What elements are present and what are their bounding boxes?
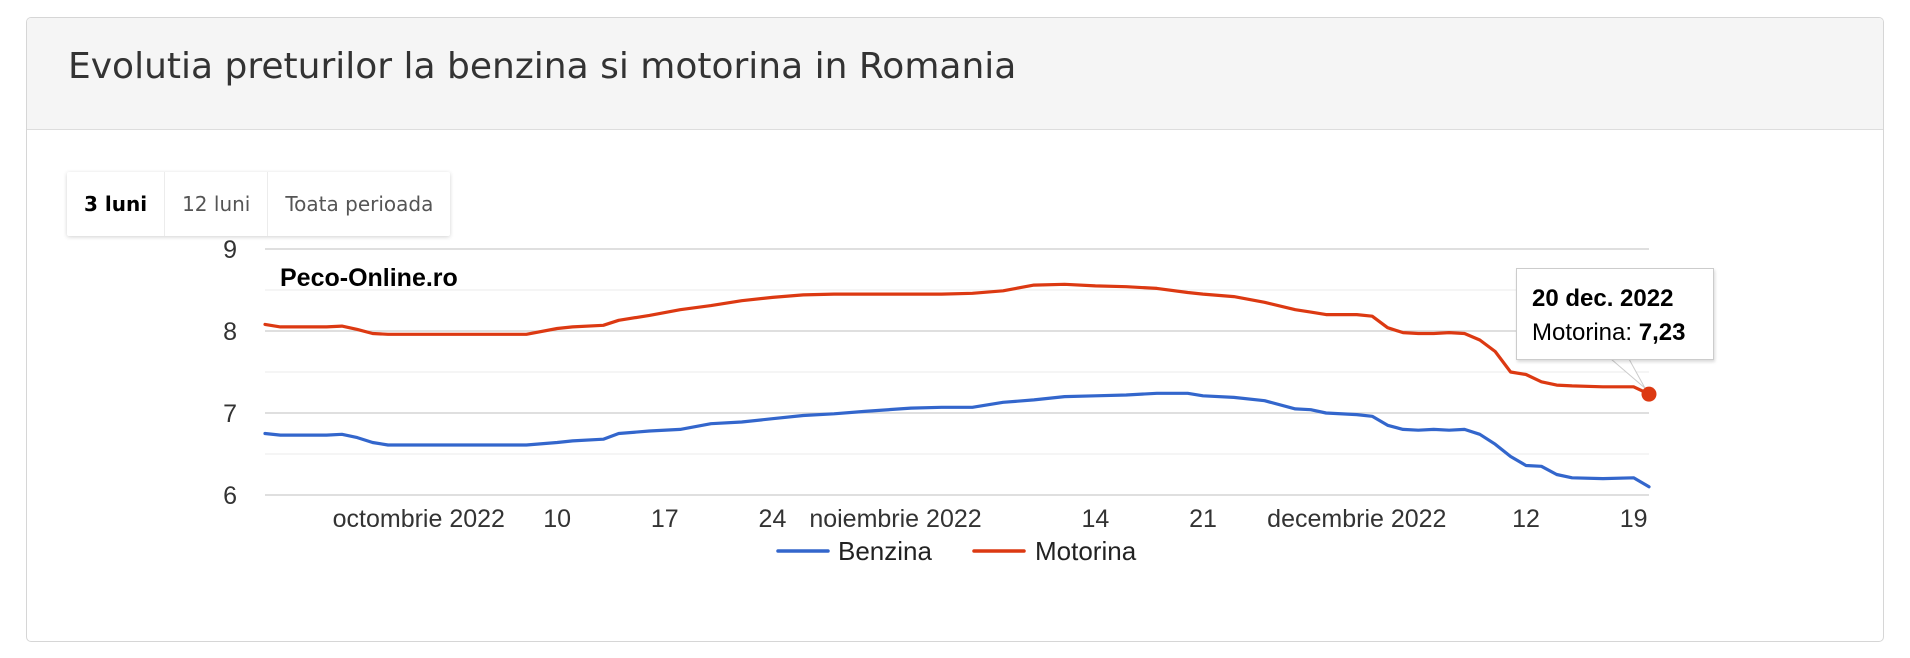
legend-label-motorina[interactable]: Motorina [1035,536,1137,566]
y-tick-label: 7 [223,400,237,428]
series-line-benzina [263,391,1651,489]
tooltip-pointer [1609,358,1646,389]
range-all-period-button[interactable]: Toata perioada [285,192,434,216]
y-tick-label: 8 [223,318,237,346]
series-line-motorina [263,282,1651,396]
x-tick-label: noiembrie 2022 [809,505,981,533]
tooltip-line: Motorina: 7,23 [1532,316,1713,350]
range-selector: 3 luni 12 luni Toata perioada [67,172,451,236]
x-tick-label: 19 [1620,505,1648,533]
range-12-months-button[interactable]: 12 luni [165,172,269,236]
x-tick-label: 17 [651,505,679,533]
x-tick-label: 10 [543,505,571,533]
range-3-months-button[interactable]: 3 luni [67,172,166,236]
tooltip-separator: : [1625,319,1639,346]
watermark-text: Peco-Online.ro [280,264,458,292]
tooltip-series: Motorina [1532,319,1626,346]
x-tick-label: decembrie 2022 [1267,505,1446,533]
x-tick-label: 21 [1189,505,1217,533]
panel-heading: Evolutia preturilor la benzina si motori… [27,18,1883,130]
x-tick-label: 24 [759,505,787,533]
y-tick-label: 6 [223,482,237,510]
highlighted-data-point[interactable] [1641,386,1657,402]
chart-tooltip: 20 dec. 2022 Motorina: 7,23 [1516,268,1714,360]
legend-label-benzina[interactable]: Benzina [838,536,932,566]
x-tick-label: octombrie 2022 [333,505,505,533]
page-title: Evolutia preturilor la benzina si motori… [68,46,1017,87]
tooltip-value: 7,23 [1638,319,1686,346]
y-tick-label: 9 [223,236,237,264]
x-tick-label: 14 [1081,505,1109,533]
x-tick-label: 12 [1512,505,1540,533]
tooltip-date: 20 dec. 2022 [1532,285,1674,312]
